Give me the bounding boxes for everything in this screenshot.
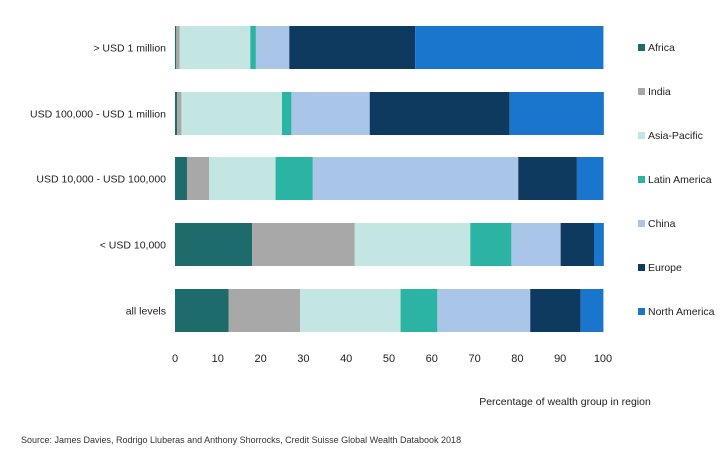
bar-segment-china xyxy=(511,223,561,266)
x-tick-label: 10 xyxy=(212,353,224,365)
category-labels: > USD 1 million USD 100,000 - USD 1 milli… xyxy=(30,43,166,318)
legend-swatch xyxy=(638,132,645,139)
bar-segment-africa xyxy=(175,223,253,266)
bar-segment-latin-america xyxy=(282,92,292,135)
legend-swatch xyxy=(638,44,645,51)
bar-segment-china xyxy=(255,26,290,69)
bar-segment-asia-pacific xyxy=(299,289,401,332)
bar-segment-asia-pacific xyxy=(181,92,282,135)
category-label: USD 10,000 - USD 100,000 xyxy=(36,174,166,186)
bar-segment-europe xyxy=(289,26,416,69)
x-tick-label: 50 xyxy=(383,353,395,365)
legend-label: Africa xyxy=(648,42,675,54)
bar-segment-latin-america xyxy=(275,157,313,200)
bar-segment-europe xyxy=(518,157,577,200)
bar-segment-africa xyxy=(175,157,187,200)
x-tick-label: 90 xyxy=(554,353,566,365)
bar-segment-europe xyxy=(369,92,510,135)
legend-swatch xyxy=(638,176,645,183)
bar-segment-north-america xyxy=(576,157,604,200)
legend-label: Europe xyxy=(648,262,682,274)
bar-segment-india xyxy=(252,223,355,266)
bar-segment-north-america xyxy=(580,289,604,332)
bar-segment-asia-pacific xyxy=(179,26,251,69)
source-note: Source: James Davies, Rodrigo Lluberas a… xyxy=(21,435,462,445)
x-tick-label: 30 xyxy=(297,353,309,365)
bar-segment-china xyxy=(291,92,370,135)
category-label: > USD 1 million xyxy=(93,43,166,55)
bar-segment-china xyxy=(437,289,531,332)
bar-segment-africa xyxy=(175,92,178,135)
bar-segment-india xyxy=(177,92,182,135)
legend-swatch xyxy=(638,308,645,315)
bar-segment-india xyxy=(186,157,210,200)
x-tick-label: 20 xyxy=(254,353,266,365)
bar-segment-latin-america xyxy=(250,26,256,69)
bar-segment-latin-america xyxy=(470,223,512,266)
x-tick-label: 70 xyxy=(468,353,480,365)
legend: Africa India Asia-Pacific Latin America Chin… xyxy=(638,42,715,318)
bar-segment-china xyxy=(312,157,519,200)
legend-label: China xyxy=(648,218,676,230)
legend-swatch xyxy=(638,264,645,271)
bar-segment-asia-pacific xyxy=(209,157,276,200)
category-label: USD 100,000 - USD 1 million xyxy=(30,109,166,121)
bar-segment-europe xyxy=(530,289,581,332)
bars-layer xyxy=(175,26,604,332)
x-tick-label: 40 xyxy=(340,353,352,365)
legend-swatch xyxy=(638,220,645,227)
bar-segment-africa xyxy=(175,26,177,69)
legend-label: Asia-Pacific xyxy=(648,130,703,142)
bar-segment-india xyxy=(176,26,180,69)
legend-swatch xyxy=(638,88,645,95)
legend-label: India xyxy=(648,86,671,98)
bar-segment-north-america xyxy=(509,92,604,135)
legend-label: Latin America xyxy=(648,174,712,186)
bar-segment-africa xyxy=(175,289,229,332)
bar-segment-india xyxy=(228,289,300,332)
x-axis-title: Percentage of wealth group in region xyxy=(479,396,651,408)
legend-label: North America xyxy=(648,306,715,318)
x-axis-ticks: 0 10 20 30 40 50 60 70 80 90 100 xyxy=(172,353,612,365)
x-tick-label: 0 xyxy=(172,353,178,365)
bar-segment-latin-america xyxy=(400,289,438,332)
bar-segment-north-america xyxy=(594,223,604,266)
bar-segment-europe xyxy=(560,223,595,266)
x-tick-label: 100 xyxy=(594,353,612,365)
bar-segment-north-america xyxy=(415,26,604,69)
category-label: all levels xyxy=(126,306,166,318)
x-tick-label: 60 xyxy=(426,353,438,365)
x-tick-label: 80 xyxy=(511,353,523,365)
bar-segment-asia-pacific xyxy=(354,223,471,266)
category-label: < USD 10,000 xyxy=(100,240,166,252)
